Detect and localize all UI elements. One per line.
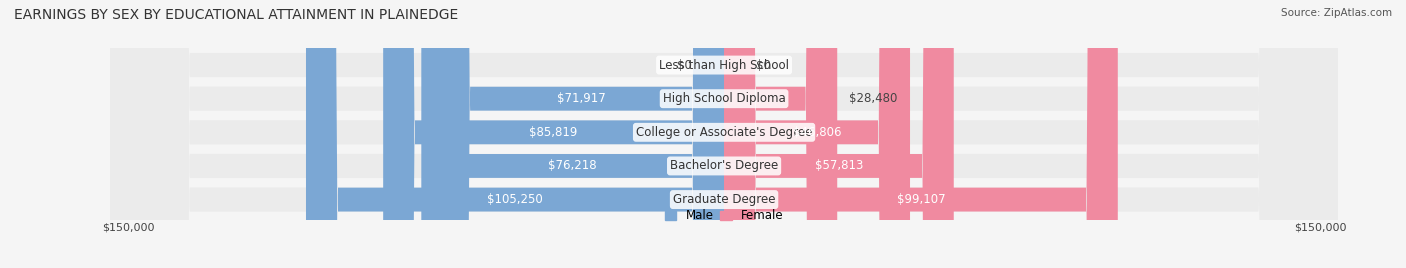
FancyBboxPatch shape [724, 0, 1118, 268]
FancyBboxPatch shape [110, 0, 1339, 268]
FancyBboxPatch shape [110, 0, 1339, 268]
FancyBboxPatch shape [724, 0, 953, 268]
Text: Graduate Degree: Graduate Degree [673, 193, 775, 206]
FancyBboxPatch shape [110, 0, 1339, 268]
FancyBboxPatch shape [384, 0, 724, 268]
FancyBboxPatch shape [724, 0, 910, 268]
FancyBboxPatch shape [110, 0, 1339, 268]
Text: $57,813: $57,813 [814, 159, 863, 172]
Text: Source: ZipAtlas.com: Source: ZipAtlas.com [1281, 8, 1392, 18]
Text: $71,917: $71,917 [557, 92, 606, 105]
FancyBboxPatch shape [713, 0, 724, 268]
Text: $85,819: $85,819 [530, 126, 578, 139]
FancyBboxPatch shape [110, 0, 1339, 268]
FancyBboxPatch shape [307, 0, 724, 268]
Text: $46,806: $46,806 [793, 126, 841, 139]
Text: College or Associate's Degree: College or Associate's Degree [636, 126, 813, 139]
FancyBboxPatch shape [724, 0, 735, 268]
Text: EARNINGS BY SEX BY EDUCATIONAL ATTAINMENT IN PLAINEDGE: EARNINGS BY SEX BY EDUCATIONAL ATTAINMEN… [14, 8, 458, 22]
Text: Bachelor's Degree: Bachelor's Degree [671, 159, 778, 172]
FancyBboxPatch shape [724, 0, 837, 268]
Text: $76,218: $76,218 [548, 159, 598, 172]
Text: $0: $0 [756, 58, 770, 72]
Text: $99,107: $99,107 [897, 193, 945, 206]
Text: $0: $0 [678, 58, 692, 72]
Text: $28,480: $28,480 [849, 92, 897, 105]
Text: $105,250: $105,250 [486, 193, 543, 206]
Text: High School Diploma: High School Diploma [662, 92, 786, 105]
Text: Less than High School: Less than High School [659, 58, 789, 72]
Legend: Male, Female: Male, Female [665, 209, 783, 222]
FancyBboxPatch shape [439, 0, 724, 268]
FancyBboxPatch shape [422, 0, 724, 268]
